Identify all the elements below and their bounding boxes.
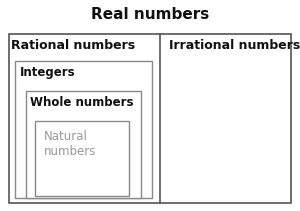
Text: Whole numbers: Whole numbers: [30, 96, 134, 109]
Text: Natural
numbers: Natural numbers: [44, 130, 96, 158]
Bar: [26, 91, 141, 198]
Bar: [9, 34, 291, 203]
Text: Integers: Integers: [20, 66, 75, 80]
Bar: [15, 61, 152, 198]
Text: Real numbers: Real numbers: [91, 7, 209, 22]
Text: Rational numbers: Rational numbers: [11, 39, 135, 52]
Bar: [34, 121, 129, 196]
Text: Irrational numbers: Irrational numbers: [169, 39, 300, 52]
